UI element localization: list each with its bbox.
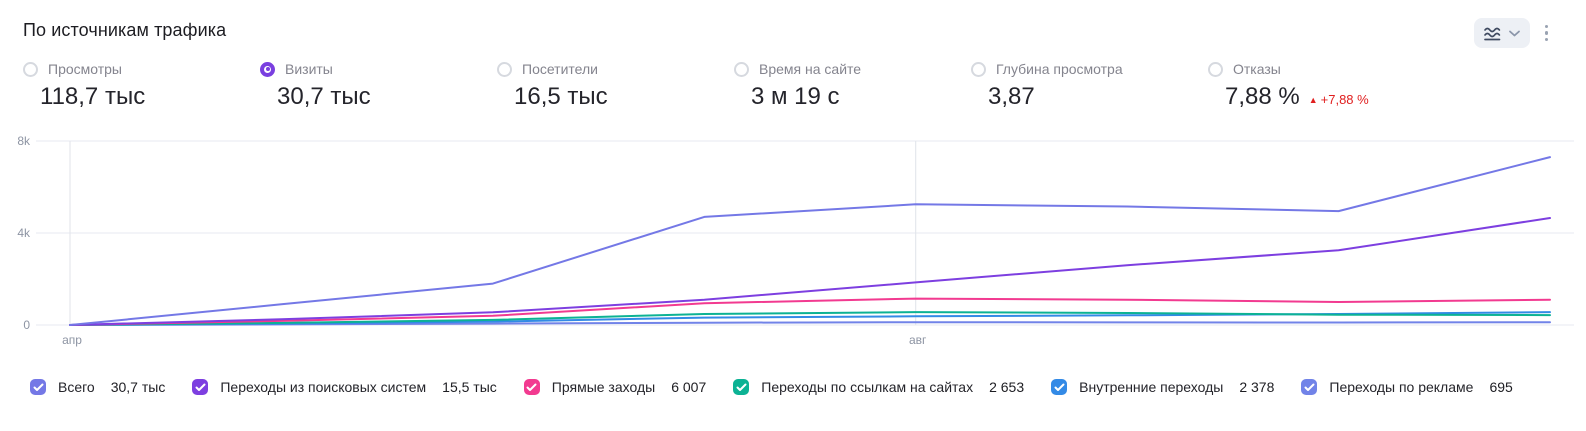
metric-item-2: Посетители 16,5 тыс [497, 61, 734, 111]
metric-item-0: Просмотры 118,7 тыс [23, 61, 260, 111]
radio-icon[interactable] [497, 61, 512, 77]
legend-item-4[interactable]: Внутренние переходы 2 378 [1051, 379, 1274, 395]
metric-value: 7,88 % ▲ +7,88 % [1225, 83, 1445, 111]
metric-radio-row-2[interactable]: Посетители [497, 61, 734, 77]
metric-item-4: Глубина просмотра 3,87 [971, 61, 1208, 111]
chart-legend: Всего 30,7 тыс Переходы из поисковых систе… [30, 379, 1513, 395]
legend-item-2[interactable]: Прямые заходы 6 007 [523, 379, 707, 395]
metric-delta: ▲ +7,88 % [1309, 92, 1369, 107]
legend-label: Переходы из поисковых систем [220, 379, 427, 395]
legend-item-3[interactable]: Переходы по ссылкам на сайтах 2 653 [733, 379, 1024, 395]
legend-label: Внутренние переходы [1079, 379, 1224, 395]
radio-icon[interactable] [23, 61, 38, 77]
legend-label: Всего [58, 379, 95, 395]
metric-item-3: Время на сайте 3 м 19 с [734, 61, 971, 111]
series-line-2 [69, 297, 1551, 326]
metric-value-text: 3,87 [988, 83, 1035, 110]
metric-delta-text: +7,88 % [1320, 92, 1369, 107]
legend-label: Переходы по рекламе [1329, 379, 1474, 395]
legend-value: 30,7 тыс [110, 379, 166, 395]
legend-value: 6 007 [671, 379, 707, 395]
legend-checkbox-checked-icon[interactable] [192, 379, 209, 395]
delta-up-triangle-icon: ▲ [1308, 95, 1318, 105]
chart-area[interactable]: 0 4k 8k апр авг [0, 131, 1586, 363]
metric-item-1: Визиты 30,7 тыс [260, 61, 497, 111]
widget-title: По источникам трафика [23, 20, 227, 40]
legend-checkbox-checked-icon[interactable] [30, 379, 46, 395]
metric-value-text: 118,7 тыс [40, 83, 146, 110]
legend-item-1[interactable]: Переходы из поисковых систем 15,5 тыс [192, 379, 497, 395]
metric-radio-row-5[interactable]: Отказы [1208, 61, 1445, 77]
metric-value: 3 м 19 с [751, 83, 971, 111]
legend-label: Переходы по ссылкам на сайтах [761, 379, 974, 395]
legend-item-5[interactable]: Переходы по рекламе 695 [1301, 379, 1513, 395]
metric-radio-row-0[interactable]: Просмотры [23, 61, 260, 77]
legend-label: Прямые заходы [551, 379, 656, 395]
metrics-row: Просмотры 118,7 тыс Визиты 30,7 тыс Посетите… [0, 61, 1586, 111]
metric-label: Посетители [522, 61, 598, 77]
series-line-0 [69, 156, 1551, 326]
legend-checkbox-checked-icon[interactable] [1301, 379, 1318, 395]
chart-type-button[interactable] [1473, 18, 1530, 48]
y-axis-label-0: 0 [23, 318, 30, 332]
legend-checkbox-checked-icon[interactable] [523, 379, 540, 395]
legend-value: 2 653 [989, 379, 1025, 395]
metric-value: 118,7 тыс [40, 83, 260, 111]
metric-value-text: 7,88 % [1225, 83, 1300, 110]
legend-checkbox-checked-icon[interactable] [1051, 379, 1068, 395]
radio-selected-icon[interactable] [260, 61, 275, 77]
y-axis-label-4k: 4k [17, 226, 31, 240]
radio-icon[interactable] [734, 61, 749, 77]
legend-value: 15,5 тыс [442, 379, 497, 395]
metric-radio-row-3[interactable]: Время на сайте [734, 61, 971, 77]
metric-label: Отказы [1233, 61, 1281, 77]
wavy-lines-chart-icon [1483, 25, 1502, 42]
chevron-down-icon [1508, 29, 1521, 38]
legend-value: 2 378 [1239, 379, 1275, 395]
metric-radio-row-1[interactable]: Визиты [260, 61, 497, 77]
metric-radio-row-4[interactable]: Глубина просмотра [971, 61, 1208, 77]
traffic-line-chart[interactable]: 0 4k 8k апр авг [0, 131, 1586, 363]
metric-value: 3,87 [988, 83, 1208, 111]
metric-label: Время на сайте [759, 61, 862, 77]
metric-value: 30,7 тыс [277, 83, 497, 111]
widget-controls [1473, 18, 1551, 48]
widget-header: По источникам трафика [0, 0, 1586, 48]
metric-value-text: 3 м 19 с [751, 83, 840, 110]
metric-label: Визиты [285, 61, 333, 77]
legend-item-0[interactable]: Всего 30,7 тыс [30, 379, 165, 395]
metric-value: 16,5 тыс [514, 83, 734, 111]
radio-icon[interactable] [971, 61, 986, 77]
metric-value-text: 16,5 тыс [514, 83, 608, 110]
kebab-menu-icon[interactable] [1543, 21, 1551, 46]
metric-label: Просмотры [48, 61, 122, 77]
x-axis-label-апр: апр [62, 333, 82, 347]
metric-item-5: Отказы 7,88 % ▲ +7,88 % [1208, 61, 1445, 111]
x-axis-label-авг: авг [909, 333, 927, 347]
metric-value-text: 30,7 тыс [277, 83, 371, 110]
legend-checkbox-checked-icon[interactable] [733, 379, 750, 395]
legend-value: 695 [1489, 379, 1513, 395]
series-line-3 [69, 311, 1551, 326]
series-line-1 [69, 217, 1551, 326]
radio-icon[interactable] [1208, 61, 1223, 77]
metric-label: Глубина просмотра [996, 61, 1123, 77]
y-axis-label-8k: 8k [17, 134, 31, 148]
